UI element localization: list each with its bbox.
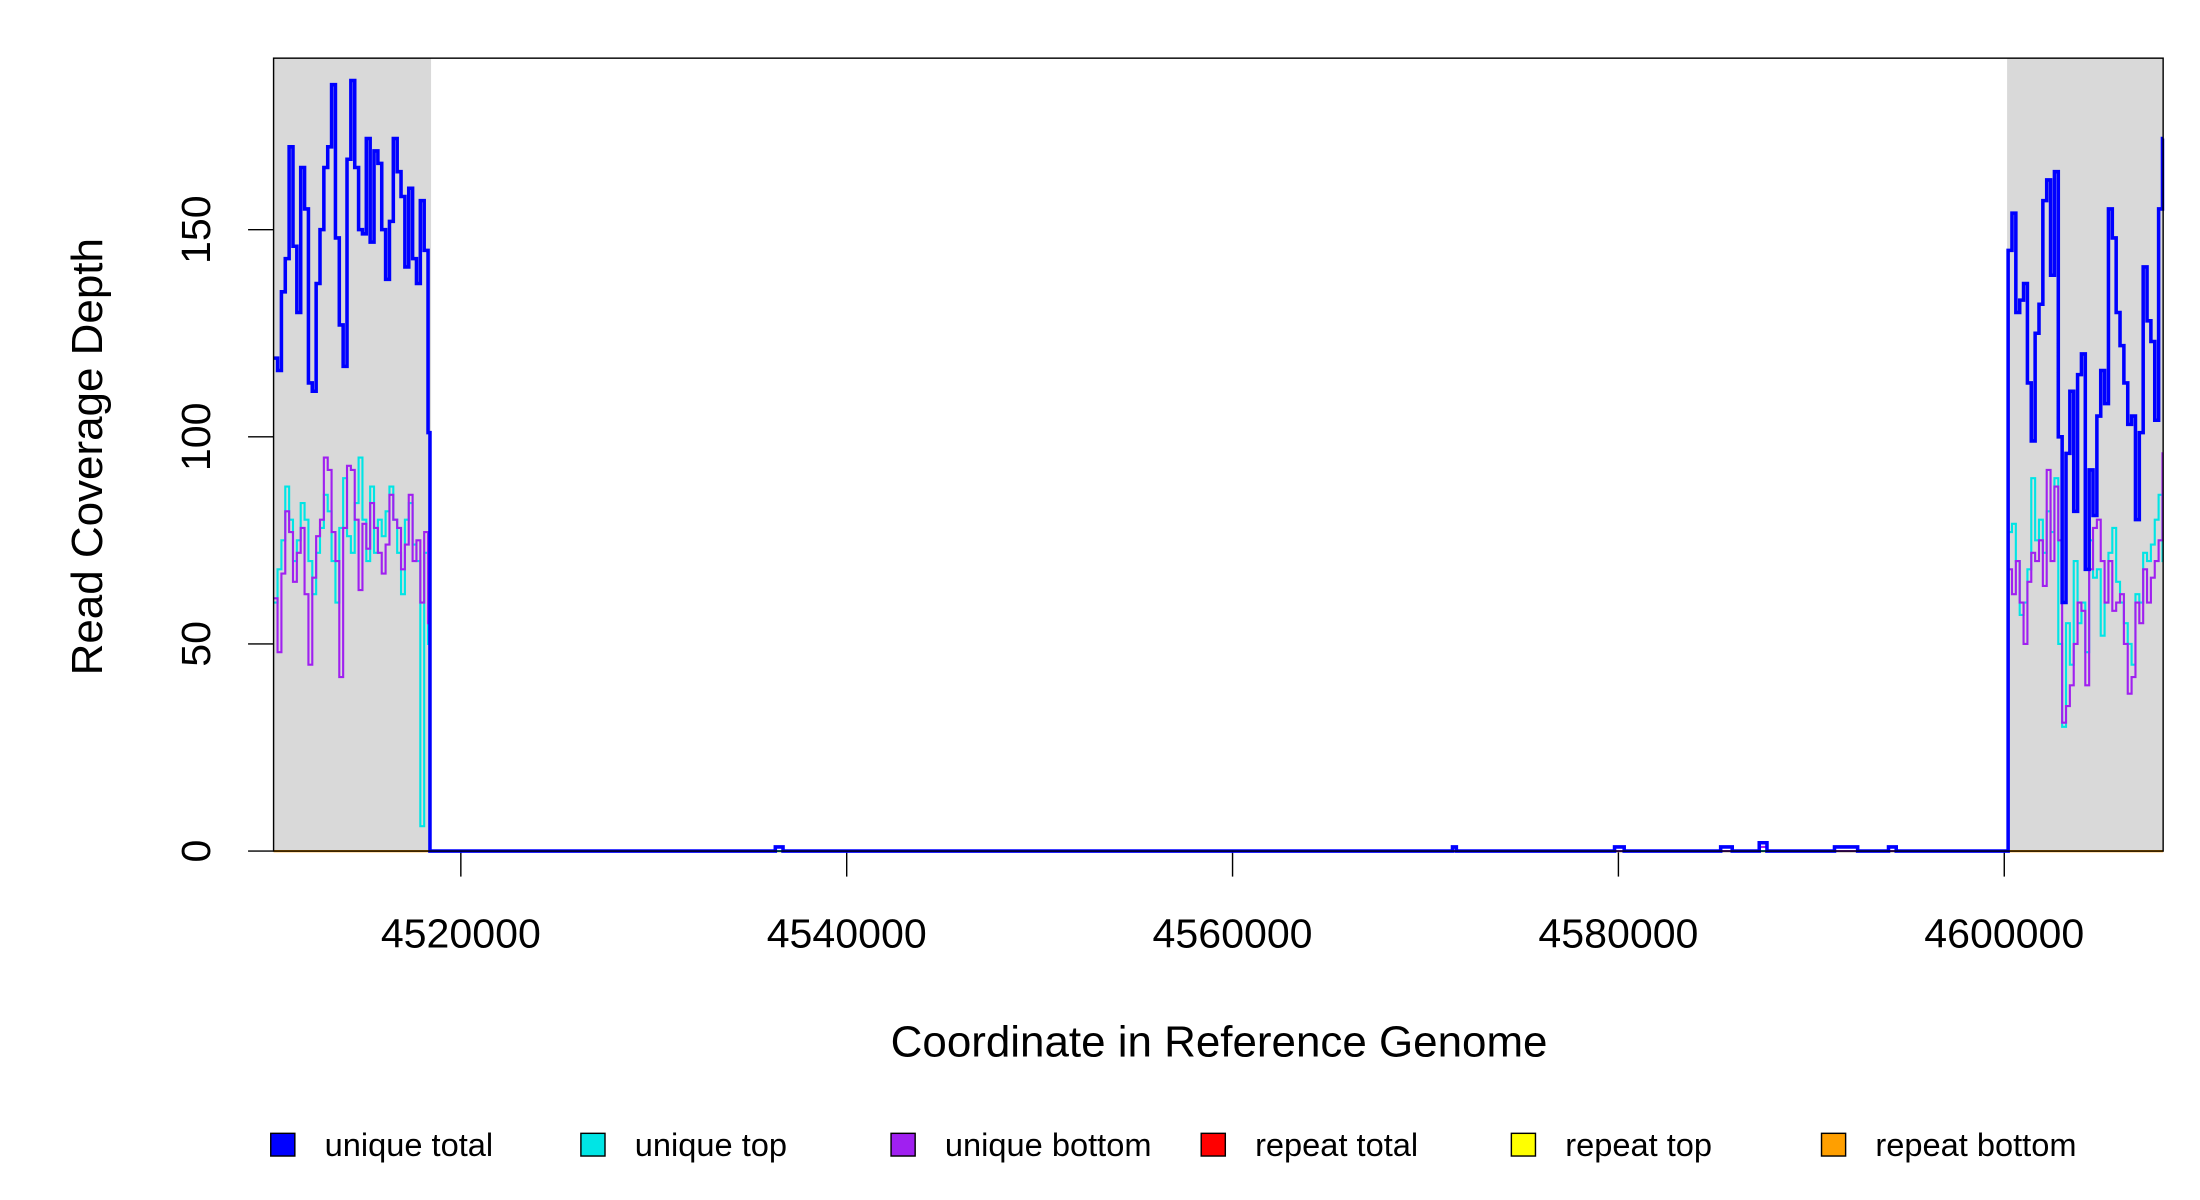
x-tick-label: 4520000 — [381, 911, 541, 957]
series-line — [273, 452, 2164, 853]
plot-frame — [272, 57, 2164, 852]
y-axis-label: Read Coverage Depth — [63, 238, 112, 675]
series-line — [273, 78, 2165, 853]
x-tick-label: 4560000 — [1153, 911, 1313, 957]
series-line — [273, 456, 2164, 853]
legend-label: repeat bottom — [1875, 1126, 2076, 1163]
legend-swatch — [890, 1132, 916, 1157]
x-tick-label: 4600000 — [1924, 911, 2084, 957]
y-tick-label: 0 — [173, 840, 219, 863]
x-axis-label: Coordinate in Reference Genome — [891, 1018, 1548, 1067]
legend-label: unique top — [635, 1126, 787, 1163]
legend-label: repeat top — [1565, 1126, 1712, 1163]
legend-swatch — [1510, 1132, 1537, 1157]
legend-swatch — [580, 1132, 606, 1157]
x-tick-label: 4580000 — [1538, 911, 1698, 957]
legend-label: repeat total — [1255, 1126, 1418, 1163]
highlight-range — [273, 58, 432, 852]
legend-label: unique bottom — [945, 1126, 1152, 1163]
y-tick-label: 100 — [173, 402, 219, 471]
legend-swatch — [270, 1132, 296, 1157]
y-tick-label: 150 — [173, 195, 219, 264]
legend-label: unique total — [325, 1126, 494, 1163]
legend-swatch — [1820, 1132, 1847, 1157]
legend-swatch — [1200, 1132, 1227, 1157]
x-tick-label: 4540000 — [767, 911, 927, 957]
y-tick-label: 50 — [173, 621, 219, 667]
